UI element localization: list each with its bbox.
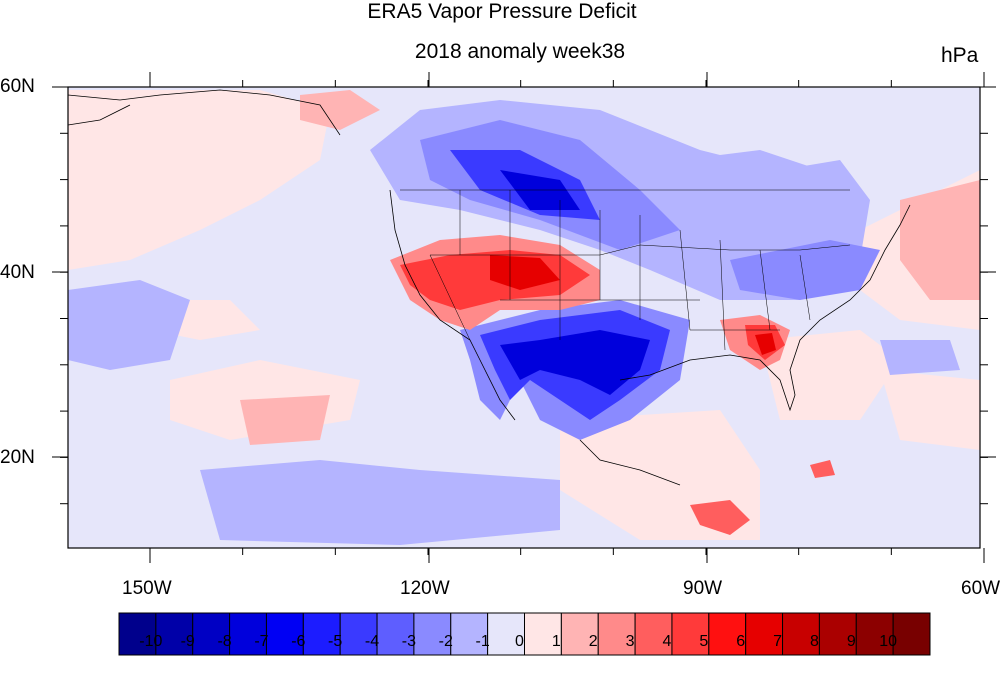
anomaly-atlantic-positive-2 — [900, 180, 980, 300]
anomaly-tropical-negative — [200, 460, 560, 545]
y-label-60n: 60N — [0, 76, 35, 97]
colorbar-label: -9 — [180, 633, 195, 650]
coastlines — [67, 89, 911, 486]
state-borders — [400, 189, 851, 351]
anomaly-southeast-core — [755, 333, 776, 355]
colorbar-label: 6 — [736, 633, 746, 650]
x-label-60w: 60W — [961, 578, 1001, 599]
colorbar-swatch — [229, 612, 267, 656]
colorbar-label: -7 — [254, 633, 269, 650]
anomaly-northpacific-positive — [68, 90, 330, 270]
colorbar-swatch — [671, 612, 710, 656]
colorbar-label: -8 — [217, 633, 232, 650]
colorbar-swatch — [745, 612, 784, 656]
colorbar-label: 0 — [515, 633, 524, 650]
anomaly-caribbean-spot — [810, 460, 835, 478]
colorbar-label: -5 — [328, 633, 343, 650]
colorbar-label: -4 — [364, 633, 380, 650]
anomaly-ohio-negative — [730, 240, 880, 300]
colorbar-swatch — [855, 612, 894, 656]
x-label-120w: 120W — [400, 578, 450, 599]
colorbar-swatch — [376, 612, 415, 656]
map-field — [68, 87, 980, 548]
colorbar-swatch — [450, 612, 489, 656]
colorbar-swatch — [634, 612, 673, 656]
colorbar-label: -3 — [401, 633, 417, 650]
colorbar-swatch — [818, 612, 857, 656]
colorbar-label: 7 — [773, 633, 782, 650]
colorbar-swatch — [708, 612, 747, 656]
anomaly-alaska-positive — [300, 90, 380, 130]
colorbar-swatch — [339, 612, 378, 656]
colorbar-label: 10 — [879, 633, 898, 650]
colorbar-swatch — [560, 612, 599, 656]
colorbar-swatch — [782, 612, 820, 656]
anomaly-caribbean-strong — [690, 500, 750, 535]
plot-frame — [67, 86, 981, 549]
colorbar-label: 8 — [809, 633, 819, 650]
x-label-90w: 90W — [683, 578, 723, 599]
anomaly-west-core — [490, 255, 560, 290]
anomaly-subtropical-positive-2 — [240, 395, 330, 445]
units-label: hPa — [941, 44, 979, 67]
colorbar-swatch — [155, 612, 194, 656]
colorbar-label: 4 — [662, 633, 672, 650]
colorbar-label: 5 — [699, 633, 709, 650]
x-label-150w: 150W — [122, 578, 172, 599]
y-label-20n: 20N — [0, 447, 35, 468]
map-subtitle: 2018 anomaly week38 — [414, 40, 626, 63]
y-label-40n: 40N — [0, 262, 35, 283]
colorbar-label: 9 — [846, 633, 856, 650]
colorbar-label: 3 — [625, 633, 635, 650]
map-title: ERA5 Vapor Pressure Deficit — [367, 0, 637, 23]
anomaly-eastatlantic-positive — [880, 370, 980, 450]
colorbar-label: -10 — [139, 633, 163, 650]
colorbar-swatch — [597, 612, 636, 656]
anomaly-atlantic-negative — [880, 340, 960, 375]
colorbar-swatch — [302, 612, 341, 656]
axis-ticks — [52, 72, 996, 563]
colorbar-label: 2 — [588, 633, 598, 650]
anomaly-pacific-negative — [68, 280, 190, 370]
colorbar-swatch — [892, 612, 931, 656]
anomaly-gulf-positive — [760, 330, 900, 420]
anomaly-texas-core — [500, 330, 650, 395]
colorbar-label: 1 — [551, 633, 561, 650]
colorbar-swatch — [524, 612, 562, 656]
colorbar-label: -6 — [291, 633, 306, 650]
anomaly-canada-negative — [680, 150, 820, 200]
colorbar-label: -2 — [438, 633, 453, 650]
colorbar-label: -1 — [475, 633, 490, 650]
